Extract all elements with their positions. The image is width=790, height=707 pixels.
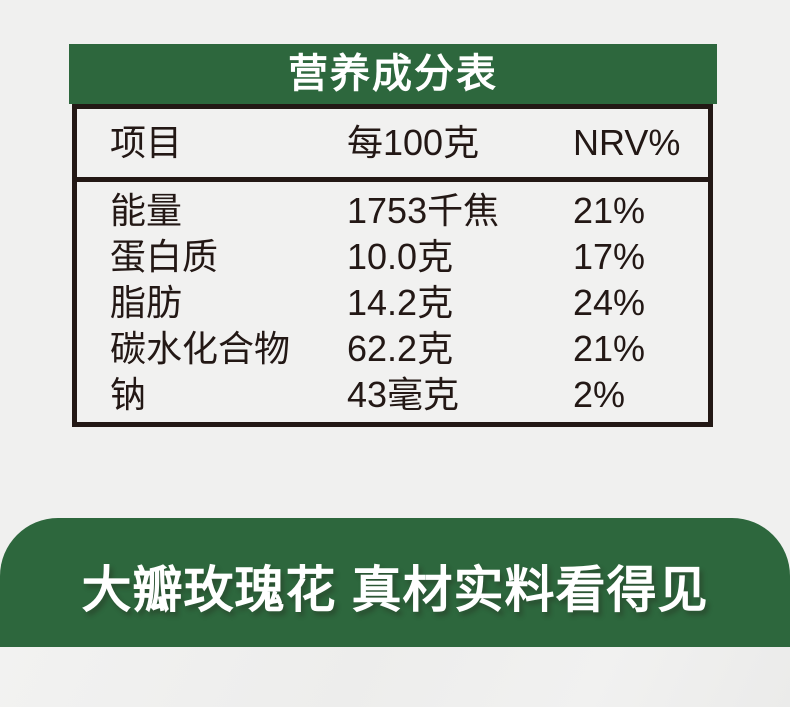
row-per100g-value: 1753千焦 xyxy=(347,190,500,231)
table-row-fat: 脂肪 14.2克 24% xyxy=(77,280,708,326)
column-header-nrv: NRV% xyxy=(573,122,681,163)
row-per100g-value: 43毫克 xyxy=(347,374,460,415)
nutrition-table-title-bar: 营养成分表 xyxy=(69,44,717,104)
table-header-row: 项目 每100克 NRV% xyxy=(77,109,708,182)
row-per100g-value: 10.0克 xyxy=(347,236,454,277)
nutrition-table-title: 营养成分表 xyxy=(288,52,498,96)
column-header-per100g: 每100克 xyxy=(347,122,480,163)
column-header-item: 项目 xyxy=(110,122,183,163)
row-nrv-value: 2% xyxy=(573,374,626,415)
row-item-label: 蛋白质 xyxy=(110,236,219,277)
row-nrv-value: 21% xyxy=(573,190,646,231)
row-item-label: 能量 xyxy=(110,190,183,231)
slogan-text: 大瓣玫瑰花 真材实料看得见 xyxy=(81,561,709,618)
row-per100g-value: 14.2克 xyxy=(347,282,454,323)
table-row-sodium: 钠 43毫克 2% xyxy=(77,372,708,418)
table-row-energy: 能量 1753千焦 21% xyxy=(77,188,708,234)
row-item-label: 脂肪 xyxy=(110,282,183,323)
bottom-background xyxy=(0,647,790,707)
row-nrv-value: 17% xyxy=(573,236,646,277)
row-nrv-value: 24% xyxy=(573,282,646,323)
row-nrv-value: 21% xyxy=(573,328,646,369)
row-item-label: 钠 xyxy=(110,374,147,415)
row-per100g-value: 62.2克 xyxy=(347,328,454,369)
table-row-carbohydrate: 碳水化合物 62.2克 21% xyxy=(77,326,708,372)
table-body: 能量 1753千焦 21% 蛋白质 10.0克 17% 脂肪 14.2克 24%… xyxy=(77,182,708,418)
nutrition-table: 项目 每100克 NRV% 能量 1753千焦 21% 蛋白质 10.0克 17… xyxy=(72,104,713,427)
slogan-banner: 大瓣玫瑰花 真材实料看得见 xyxy=(0,518,790,647)
row-item-label: 碳水化合物 xyxy=(110,328,291,369)
table-row-protein: 蛋白质 10.0克 17% xyxy=(77,234,708,280)
